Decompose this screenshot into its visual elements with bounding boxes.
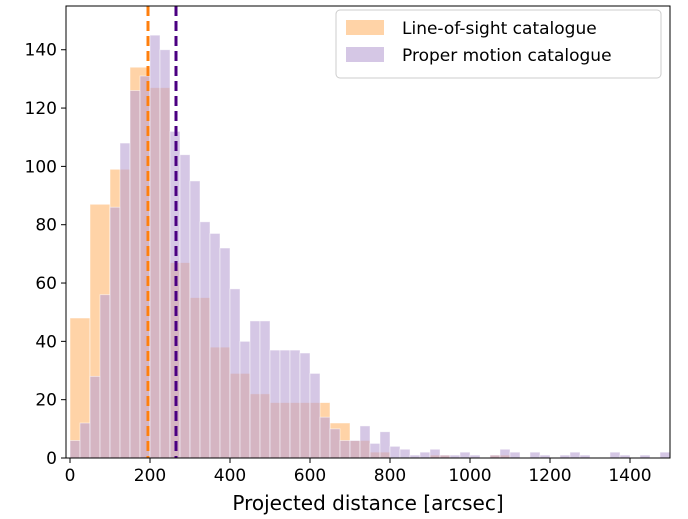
pm-bar <box>239 340 251 459</box>
pm-bar <box>399 448 411 459</box>
pm-bar <box>69 440 81 459</box>
y-tick-label: 80 <box>35 216 57 236</box>
pm-bar <box>189 180 201 459</box>
pm-bar <box>99 294 111 459</box>
x-tick-label: 1000 <box>448 466 491 486</box>
legend-label: Line-of-sight catalogue <box>402 19 597 39</box>
pm-bar <box>529 451 541 459</box>
y-tick-label: 60 <box>35 274 57 294</box>
pm-bar <box>349 440 361 459</box>
pm-bar <box>319 416 331 459</box>
pm-bar <box>159 49 171 459</box>
legend-swatch <box>346 20 384 35</box>
pm-bar <box>659 451 671 459</box>
pm-bar <box>279 349 291 459</box>
pm-bar <box>179 154 191 459</box>
pm-bar <box>359 425 371 459</box>
y-tick-label: 120 <box>25 99 57 119</box>
pm-bar <box>229 288 241 459</box>
pm-bar <box>419 451 431 459</box>
pm-bar <box>499 448 511 459</box>
x-tick-label: 0 <box>65 466 76 486</box>
y-tick-label: 0 <box>46 449 57 469</box>
x-tick-label: 1400 <box>608 466 651 486</box>
x-tick-label: 600 <box>294 466 326 486</box>
pm-bar <box>429 448 441 459</box>
mean-lines <box>146 6 178 458</box>
pm-bar <box>209 233 221 459</box>
pm-bar <box>329 428 341 459</box>
x-tick-label: 200 <box>134 466 166 486</box>
pm-bar <box>339 440 351 459</box>
pm-bar <box>369 443 381 459</box>
pm-bar <box>79 422 91 459</box>
pm-bar <box>129 90 141 459</box>
y-axis-ticks: 0 20 40 60 80 100 120 140 <box>25 41 66 469</box>
pm-bar <box>309 373 321 459</box>
y-tick-label: 100 <box>25 157 57 177</box>
pm-bar <box>459 451 471 459</box>
pm-bar <box>259 320 271 459</box>
pm-bar <box>269 349 281 459</box>
x-tick-label: 800 <box>374 466 406 486</box>
y-tick-label: 20 <box>35 391 57 411</box>
x-tick-label: 1200 <box>528 466 571 486</box>
pm-bar <box>219 247 231 459</box>
y-tick-label: 40 <box>35 332 57 352</box>
legend: Line-of-sight catalogue Proper motion cat… <box>335 9 662 79</box>
pm-bar <box>109 206 121 459</box>
proper-motion-bars <box>69 34 671 459</box>
pm-bar <box>379 431 391 459</box>
x-tick-label: 400 <box>214 466 246 486</box>
pm-bar <box>119 142 131 459</box>
pm-bar <box>289 349 301 459</box>
pm-bar <box>609 451 621 459</box>
pm-bar <box>389 445 401 459</box>
pm-bar <box>149 34 161 459</box>
y-tick-label: 140 <box>25 41 57 61</box>
pm-bar <box>509 451 521 459</box>
pm-bar <box>199 221 211 459</box>
legend-box <box>335 9 662 79</box>
x-axis-ticks: 0 200 400 600 800 1000 1200 1400 <box>65 458 652 486</box>
legend-label: Proper motion catalogue <box>402 46 612 66</box>
legend-swatch <box>346 47 384 62</box>
x-axis-label: Projected distance [arcsec] <box>232 491 503 515</box>
pm-bar <box>249 320 261 459</box>
pm-bar <box>569 451 581 459</box>
pm-bar <box>89 375 101 459</box>
plot-frame <box>65 5 671 459</box>
pm-bar <box>299 352 311 459</box>
